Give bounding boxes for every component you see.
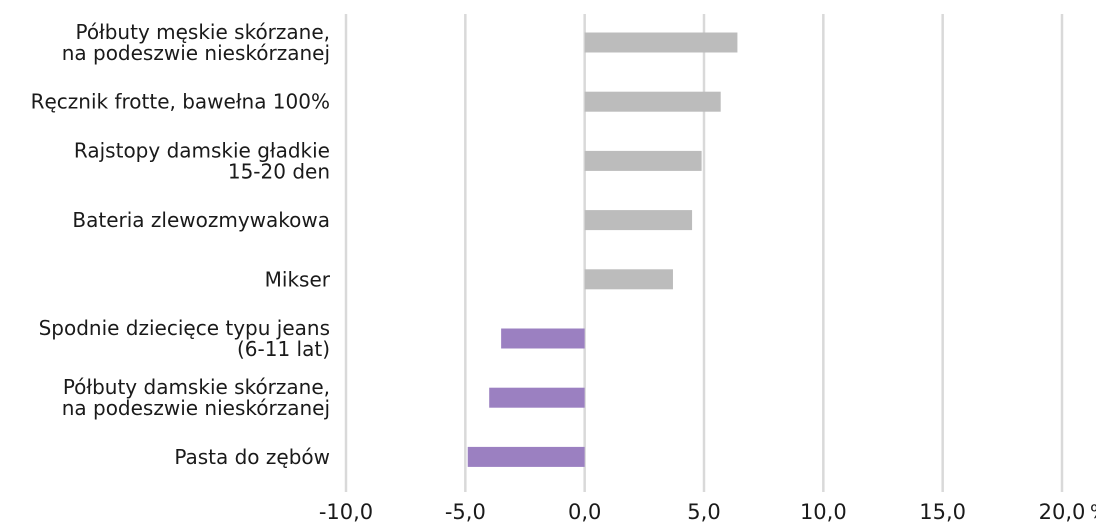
bar-5 [501,328,585,349]
category-label-5: Spodnie dziecięce typu jeans (6-11 lat) [39,316,330,361]
category-labels: Półbuty męskie skórzane, na podeszwie nie… [31,20,331,469]
category-label-1: Ręcznik frotte, bawełna 100% [31,90,330,114]
x-axis-tick-labels: -10,0 -5,0 0,0 5,0 10,0 15,0 20,0 [319,500,1086,524]
category-label-0-line-0: Półbuty męskie skórzane, [75,20,330,44]
category-label-4: Mikser [265,267,331,291]
x-tick-label-3: 5,0 [687,500,720,524]
category-label-6: Półbuty damskie skórzane, na podeszwie ni… [62,375,330,420]
bar-0 [584,32,738,53]
x-tick-label-2: 0,0 [568,500,601,524]
x-tick-label-5: 15,0 [919,500,966,524]
category-label-5-line-0: Spodnie dziecięce typu jeans [39,316,330,340]
category-label-5-line-1: (6-11 lat) [237,337,330,361]
category-label-0: Półbuty męskie skórzane, na podeszwie nie… [62,20,330,65]
category-label-7-line-0: Pasta do zębów [174,445,330,469]
category-label-2: Rajstopy damskie gładkie 15-20 den [74,138,330,183]
bar-2 [584,150,702,171]
x-tick-label-0: -10,0 [319,500,373,524]
bar-6 [489,387,585,408]
bar-4 [584,269,673,290]
bars [467,32,738,467]
category-label-3: Bateria zlewozmywakowa [72,208,330,232]
category-label-4-line-0: Mikser [265,267,331,291]
category-label-6-line-0: Półbuty damskie skórzane, [63,375,330,399]
x-tick-label-1: -5,0 [445,500,486,524]
category-label-0-line-1: na podeszwie nieskórzanej [62,41,330,65]
bar-1 [584,91,721,112]
bar-7 [467,446,585,467]
x-tick-label-4: 10,0 [800,500,847,524]
gridlines [344,14,1064,492]
category-label-1-line-0: Ręcznik frotte, bawełna 100% [31,90,330,114]
bar-3 [584,210,693,231]
category-label-3-line-0: Bateria zlewozmywakowa [72,208,330,232]
x-tick-label-6: 20,0 [1039,500,1086,524]
category-label-6-line-1: na podeszwie nieskórzanej [62,396,330,420]
category-label-7: Pasta do zębów [174,445,330,469]
category-label-2-line-0: Rajstopy damskie gładkie [74,138,330,162]
x-axis-unit-label: % [1090,501,1096,523]
category-label-2-line-1: 15-20 den [228,159,330,183]
